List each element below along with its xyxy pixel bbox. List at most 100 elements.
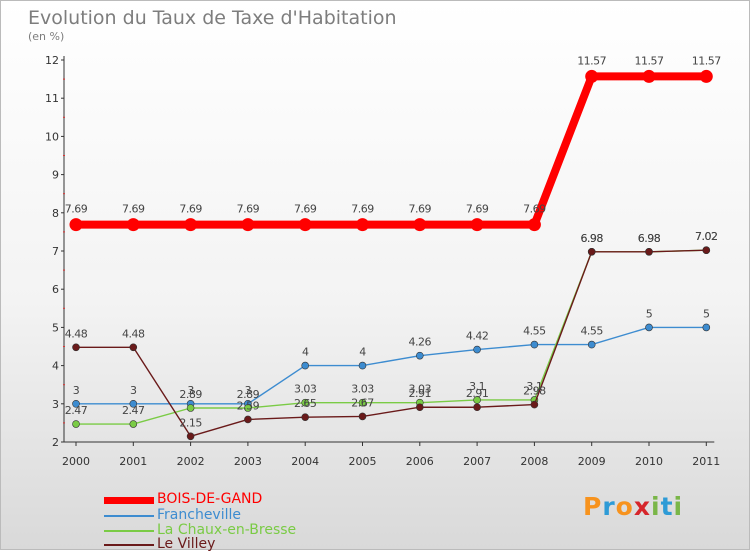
x-tick-label: 2005 [349, 455, 377, 468]
data-label: 3.03 [294, 383, 317, 396]
data-label: 3.1 [526, 380, 542, 393]
data-point [470, 218, 484, 232]
data-point [358, 361, 367, 370]
data-label: 4.48 [65, 327, 88, 340]
x-tick-label: 2004 [291, 455, 319, 468]
data-point [527, 218, 541, 232]
chart-title: Evolution du Taux de Taxe d'Habitation [28, 7, 397, 29]
data-point [184, 218, 198, 232]
y-tick-label: 2 [52, 436, 59, 449]
x-tick-label: 2009 [578, 455, 606, 468]
y-tick-label: 9 [52, 169, 59, 182]
series-line [76, 326, 707, 405]
data-point [129, 343, 138, 352]
data-label: 3.1 [469, 380, 485, 393]
x-tick-label: 2006 [406, 455, 434, 468]
legend-label: Le Villey [157, 536, 216, 552]
data-label: 11.57 [577, 54, 606, 67]
data-label: 7.02 [695, 230, 718, 243]
data-label: 7.69 [523, 203, 546, 216]
data-label: 3 [245, 384, 252, 397]
data-label: 7.69 [65, 203, 88, 216]
data-label: 5 [703, 307, 710, 320]
data-point [642, 69, 656, 83]
data-point [645, 323, 653, 332]
data-label: 7.69 [466, 203, 489, 216]
logo-letter: o [615, 492, 634, 521]
data-label: 7.69 [294, 203, 317, 216]
y-tick-label: 5 [52, 321, 59, 334]
data-label: 5 [646, 307, 653, 320]
y-tick-label: 10 [45, 130, 59, 143]
data-point [645, 247, 653, 256]
legend-swatch [104, 515, 154, 517]
y-tick-label: 4 [52, 360, 59, 373]
data-point [585, 69, 599, 83]
data-point [358, 412, 367, 421]
x-tick-label: 2011 [692, 455, 720, 468]
data-label: 7.69 [237, 203, 260, 216]
data-label: 7.69 [351, 203, 374, 216]
data-label: 4 [359, 346, 366, 359]
data-point [301, 361, 310, 370]
data-point [72, 399, 80, 408]
data-label: 4.55 [523, 325, 546, 338]
data-label: 3 [130, 384, 137, 397]
data-label: 7.69 [179, 203, 202, 216]
data-point [72, 343, 80, 352]
data-point [530, 340, 539, 349]
data-point [301, 398, 310, 407]
data-label: 4.26 [409, 336, 432, 349]
data-point [69, 218, 83, 232]
proxiti-logo: Proxiti [583, 492, 683, 521]
y-tick-label: 12 [45, 54, 59, 67]
legend-swatch [104, 530, 154, 532]
data-label: 2.98 [523, 385, 546, 398]
data-point [473, 403, 481, 412]
data-point [126, 218, 140, 232]
data-label: 4.48 [122, 327, 145, 340]
data-point [587, 340, 596, 349]
logo-letter: i [673, 492, 684, 521]
data-label: 6.98 [580, 232, 603, 245]
data-label: 2.65 [294, 397, 317, 410]
series-line [76, 249, 707, 425]
data-label: 11.57 [635, 54, 664, 67]
data-label: 2.91 [409, 387, 432, 400]
y-tick-label: 6 [52, 283, 59, 296]
y-tick-label: 3 [52, 398, 59, 411]
data-label: 2.67 [351, 396, 374, 409]
data-label: 6.98 [638, 232, 661, 245]
data-label: 2.59 [237, 399, 260, 412]
chart-unit: (en %) [28, 30, 65, 43]
data-label: 11.57 [692, 54, 721, 67]
data-label: 2.15 [179, 416, 202, 429]
data-point [301, 413, 310, 421]
data-label: 2.47 [65, 404, 88, 417]
y-tick-label: 7 [52, 245, 59, 258]
logo-letter: P [583, 492, 603, 521]
data-point [473, 345, 481, 354]
data-point [530, 400, 539, 409]
series-line [76, 72, 707, 229]
data-point [129, 399, 138, 408]
data-point [702, 246, 711, 255]
x-tick-label: 2001 [119, 455, 147, 468]
data-point [244, 415, 252, 424]
data-point [415, 403, 424, 412]
data-label: 3.03 [351, 383, 374, 396]
data-label: 4.42 [466, 330, 489, 343]
data-label: 7.69 [122, 203, 145, 216]
logo-letter: t [660, 492, 674, 521]
data-point [702, 323, 711, 332]
y-tick-label: 11 [45, 92, 59, 105]
data-label: 3 [187, 384, 194, 397]
data-point [356, 218, 369, 232]
logo-letter: x [633, 492, 651, 521]
legend-swatch [104, 544, 154, 546]
x-tick-label: 2007 [463, 455, 491, 468]
y-tick-label: 8 [52, 207, 59, 220]
data-point [413, 218, 427, 232]
data-label: 4.55 [580, 325, 603, 338]
